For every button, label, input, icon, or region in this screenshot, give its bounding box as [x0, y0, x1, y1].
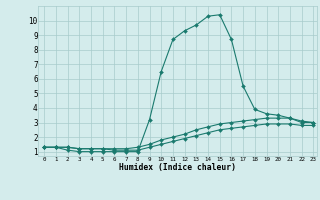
X-axis label: Humidex (Indice chaleur): Humidex (Indice chaleur) — [119, 163, 236, 172]
